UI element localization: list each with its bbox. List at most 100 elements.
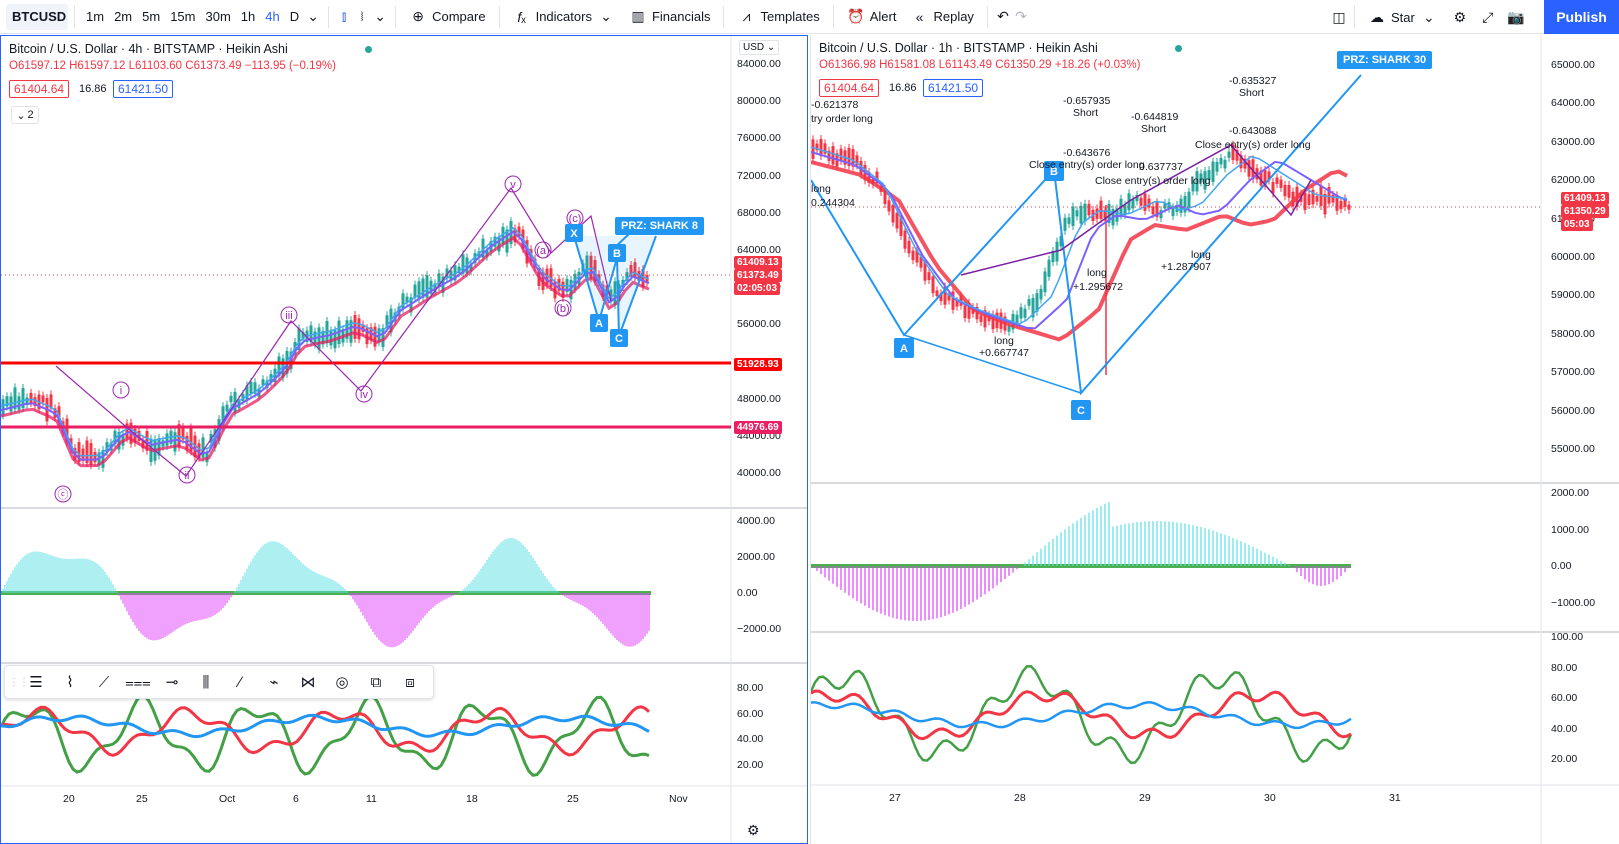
templates-button[interactable]: ⩘ Templates: [730, 2, 826, 32]
timeframe-15m[interactable]: 15m: [170, 9, 196, 24]
chart-mark: [1263, 169, 1267, 186]
divider: [1354, 6, 1355, 28]
chart-mark: [983, 310, 987, 328]
divider: [328, 5, 330, 28]
indicators-button[interactable]: fₓ Indicators ⌄: [506, 2, 622, 32]
price-tick-label: 59000.00: [1551, 289, 1595, 302]
annotation-label: +1.295672: [1073, 281, 1123, 293]
chart-mark: [991, 314, 995, 330]
horizontal-ray-icon[interactable]: ⊸: [165, 674, 179, 691]
annotation-label: -0.644819: [1131, 111, 1179, 123]
timeframe-D[interactable]: D: [289, 9, 300, 24]
wave-label-circle: [355, 385, 373, 403]
ask-price[interactable]: 61421.50: [923, 79, 984, 97]
wave-label: (b): [556, 303, 569, 315]
candle-style-icon[interactable]: ⧘: [360, 8, 364, 24]
left-chart-title[interactable]: Bitcoin / U.S. Dollar · 4h · BITSTAMP · …: [9, 42, 288, 56]
chart-mark: [1191, 180, 1195, 192]
time-tick-label: Oct: [219, 793, 236, 805]
replay-button[interactable]: « Replay: [903, 2, 980, 32]
chevron-down-icon[interactable]: ⌄: [307, 8, 319, 24]
right-chart-canvas[interactable]: A B C: [811, 35, 1619, 844]
timeframe-1m[interactable]: 1m: [86, 9, 105, 24]
redo-icon[interactable]: ↷: [1015, 8, 1027, 24]
chevron-down-icon[interactable]: ⌄: [374, 8, 386, 24]
chart-mark: [1331, 194, 1335, 203]
rsi-tick-label: 80.00: [1551, 661, 1578, 674]
collapse-indicators-button[interactable]: ⌄ 2: [11, 106, 39, 124]
vertical-lines-icon[interactable]: ⫼: [202, 673, 210, 691]
chart-mark: [827, 150, 831, 162]
fullscreen-icon[interactable]: ⤢: [1482, 8, 1494, 25]
chevron-down-icon[interactable]: ⌄: [600, 8, 612, 24]
chart-mark: [401, 293, 405, 309]
gear-icon[interactable]: ⚙: [1453, 8, 1467, 25]
bar-style-icon[interactable]: ⫾: [341, 8, 347, 24]
countdown-tag: 02:05:03: [734, 282, 781, 295]
xabcd-pattern-icon[interactable]: ⋈: [300, 674, 316, 691]
chart-mark: [501, 226, 505, 245]
right-chart-panel[interactable]: A B C Bitcoin / U.S. Dollar · 1h · BITSTAM…: [810, 35, 1619, 844]
left-chart-panel[interactable]: ⓒ i ii iii iv v (a) (b) (c) X A B C Bitcoin / U.S. D…: [0, 35, 808, 844]
chart-mark: [1327, 186, 1331, 204]
abcd-pattern-icon[interactable]: ⌇: [66, 674, 74, 691]
chart-mark: [1343, 198, 1347, 208]
right-chart-title[interactable]: Bitcoin / U.S. Dollar · 1h · BITSTAMP · …: [819, 41, 1098, 55]
compare-button[interactable]: ⊕ Compare: [402, 2, 492, 32]
timeframe-4h[interactable]: 4h: [265, 9, 280, 24]
rsi-tick-label: 20.00: [1551, 753, 1578, 765]
left-ohlc: O61597.12 H61597.12 L61103.60 C61373.49 …: [9, 60, 336, 72]
chart-mark: [157, 438, 161, 456]
menu-lines-icon[interactable]: ☰: [29, 674, 43, 691]
financials-button[interactable]: ▥ Financials: [622, 2, 718, 32]
bid-price[interactable]: 61404.64: [819, 79, 880, 97]
bid-price[interactable]: 61404.64: [9, 80, 70, 98]
timeframe-1h[interactable]: 1h: [240, 9, 256, 24]
templates-icon: ⩘: [742, 8, 751, 24]
prz-label[interactable]: PRZ: SHARK 8: [615, 217, 705, 235]
chart-mark: [385, 315, 389, 328]
chart-mark: [425, 275, 429, 298]
time-tick-label: 28: [1014, 792, 1026, 804]
chart-mark: [221, 406, 225, 428]
wave-label: ii: [185, 470, 190, 482]
undo-icon[interactable]: ↶: [997, 8, 1009, 24]
timeframe-30m[interactable]: 30m: [205, 9, 231, 24]
pattern-point-box: [1044, 161, 1064, 181]
timeframe-5m[interactable]: 5m: [142, 9, 161, 24]
layout-name-button[interactable]: ☁ Star ⌄: [1361, 2, 1445, 32]
osc-tick-label: 0.00: [737, 587, 758, 599]
trend-line-icon[interactable]: ⟋: [98, 673, 110, 691]
camera-icon[interactable]: 📷: [1507, 8, 1525, 25]
spread-value: 16.86: [79, 83, 107, 95]
prz-label[interactable]: PRZ: SHARK 30: [1337, 51, 1433, 69]
timeframe-2m[interactable]: 2m: [114, 9, 133, 24]
alert-button[interactable]: ⏰ Alert: [840, 2, 904, 32]
chart-mark: [625, 272, 629, 281]
drag-handle-icon[interactable]: ⋮⋮: [9, 676, 29, 688]
symbol-search[interactable]: BTCUSD: [6, 3, 68, 30]
currency-selector[interactable]: USD ⌄: [739, 40, 780, 55]
chart-mark: [317, 327, 321, 350]
ask-price[interactable]: 61421.50: [113, 80, 174, 98]
publish-button[interactable]: Publish: [1544, 0, 1619, 34]
elliott-wave-icon[interactable]: ⌁: [269, 674, 279, 691]
position-icon[interactable]: ⧉: [370, 673, 382, 691]
fib-channel-icon[interactable]: ⩶: [125, 673, 151, 691]
range-icon[interactable]: ⧈: [405, 673, 415, 691]
chart-mark: [85, 440, 89, 464]
gear-icon[interactable]: ⚙: [747, 822, 760, 838]
ray-icon[interactable]: ∕: [238, 673, 242, 691]
harmonic-pattern: [903, 334, 1082, 394]
timeframe-group: 1m 2m 5m 15m 30m 1h 4h D: [81, 9, 304, 24]
annotation-label: long: [1191, 249, 1211, 261]
rsi-tick-label: 60.00: [1551, 692, 1578, 704]
wave-label: iv: [360, 389, 368, 401]
chart-mark: [911, 250, 915, 261]
moving-average-line: [811, 146, 1348, 325]
spiral-icon[interactable]: ◎: [335, 674, 349, 691]
chart-mark: [329, 330, 333, 346]
replay-label: Replay: [933, 9, 974, 24]
layout-icon[interactable]: ◫: [1332, 8, 1346, 25]
